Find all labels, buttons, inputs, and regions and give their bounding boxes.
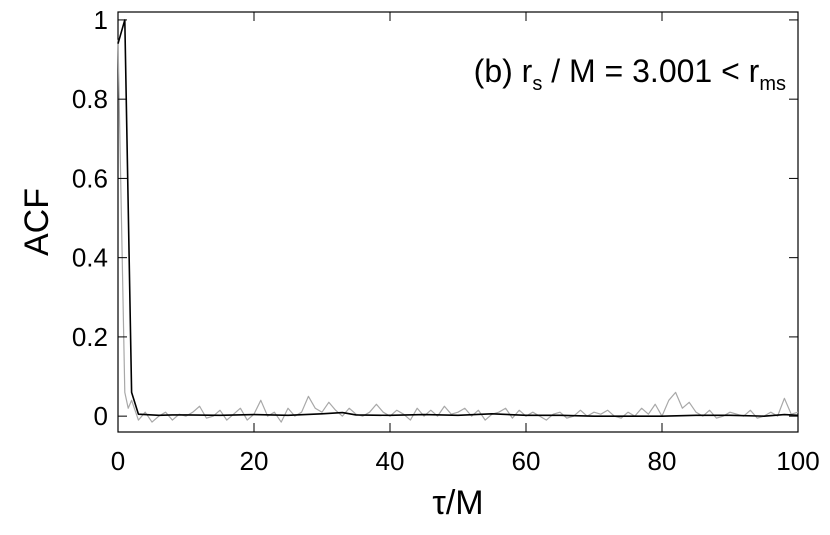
y-tick-label: 0.6 [72,163,108,193]
y-tick-label: 0.4 [72,243,108,273]
x-tick-label: 60 [512,446,541,476]
y-axis-label: ACF [18,188,56,256]
x-tick-label: 20 [240,446,269,476]
annotation-subscript-s: s [532,73,542,95]
y-tick-label: 0.8 [72,84,108,114]
x-tick-label: 40 [376,446,405,476]
y-tick-label: 0.2 [72,322,108,352]
annotation-middle: / M = 3.001 < r [542,53,759,89]
series-layer [117,19,799,423]
y-tick-label: 1 [94,5,108,35]
series-line-1 [117,19,799,417]
y-tick-label: 0 [94,401,108,431]
ticks-layer: 0 20 40 60 80 100 0 0.2 0.4 0.6 0.8 1 [72,5,820,476]
x-tick-label: 0 [111,446,125,476]
x-tick-label: 80 [648,446,677,476]
panel-annotation: (b) rs / M = 3.001 < rms [474,53,786,95]
x-tick-label: 100 [776,446,819,476]
plot-frame [117,11,799,433]
series-line-2 [117,39,799,423]
x-axis-label: τ/M [432,484,483,522]
annotation-subscript-ms: ms [759,73,786,95]
annotation-prefix: (b) r [474,53,533,89]
